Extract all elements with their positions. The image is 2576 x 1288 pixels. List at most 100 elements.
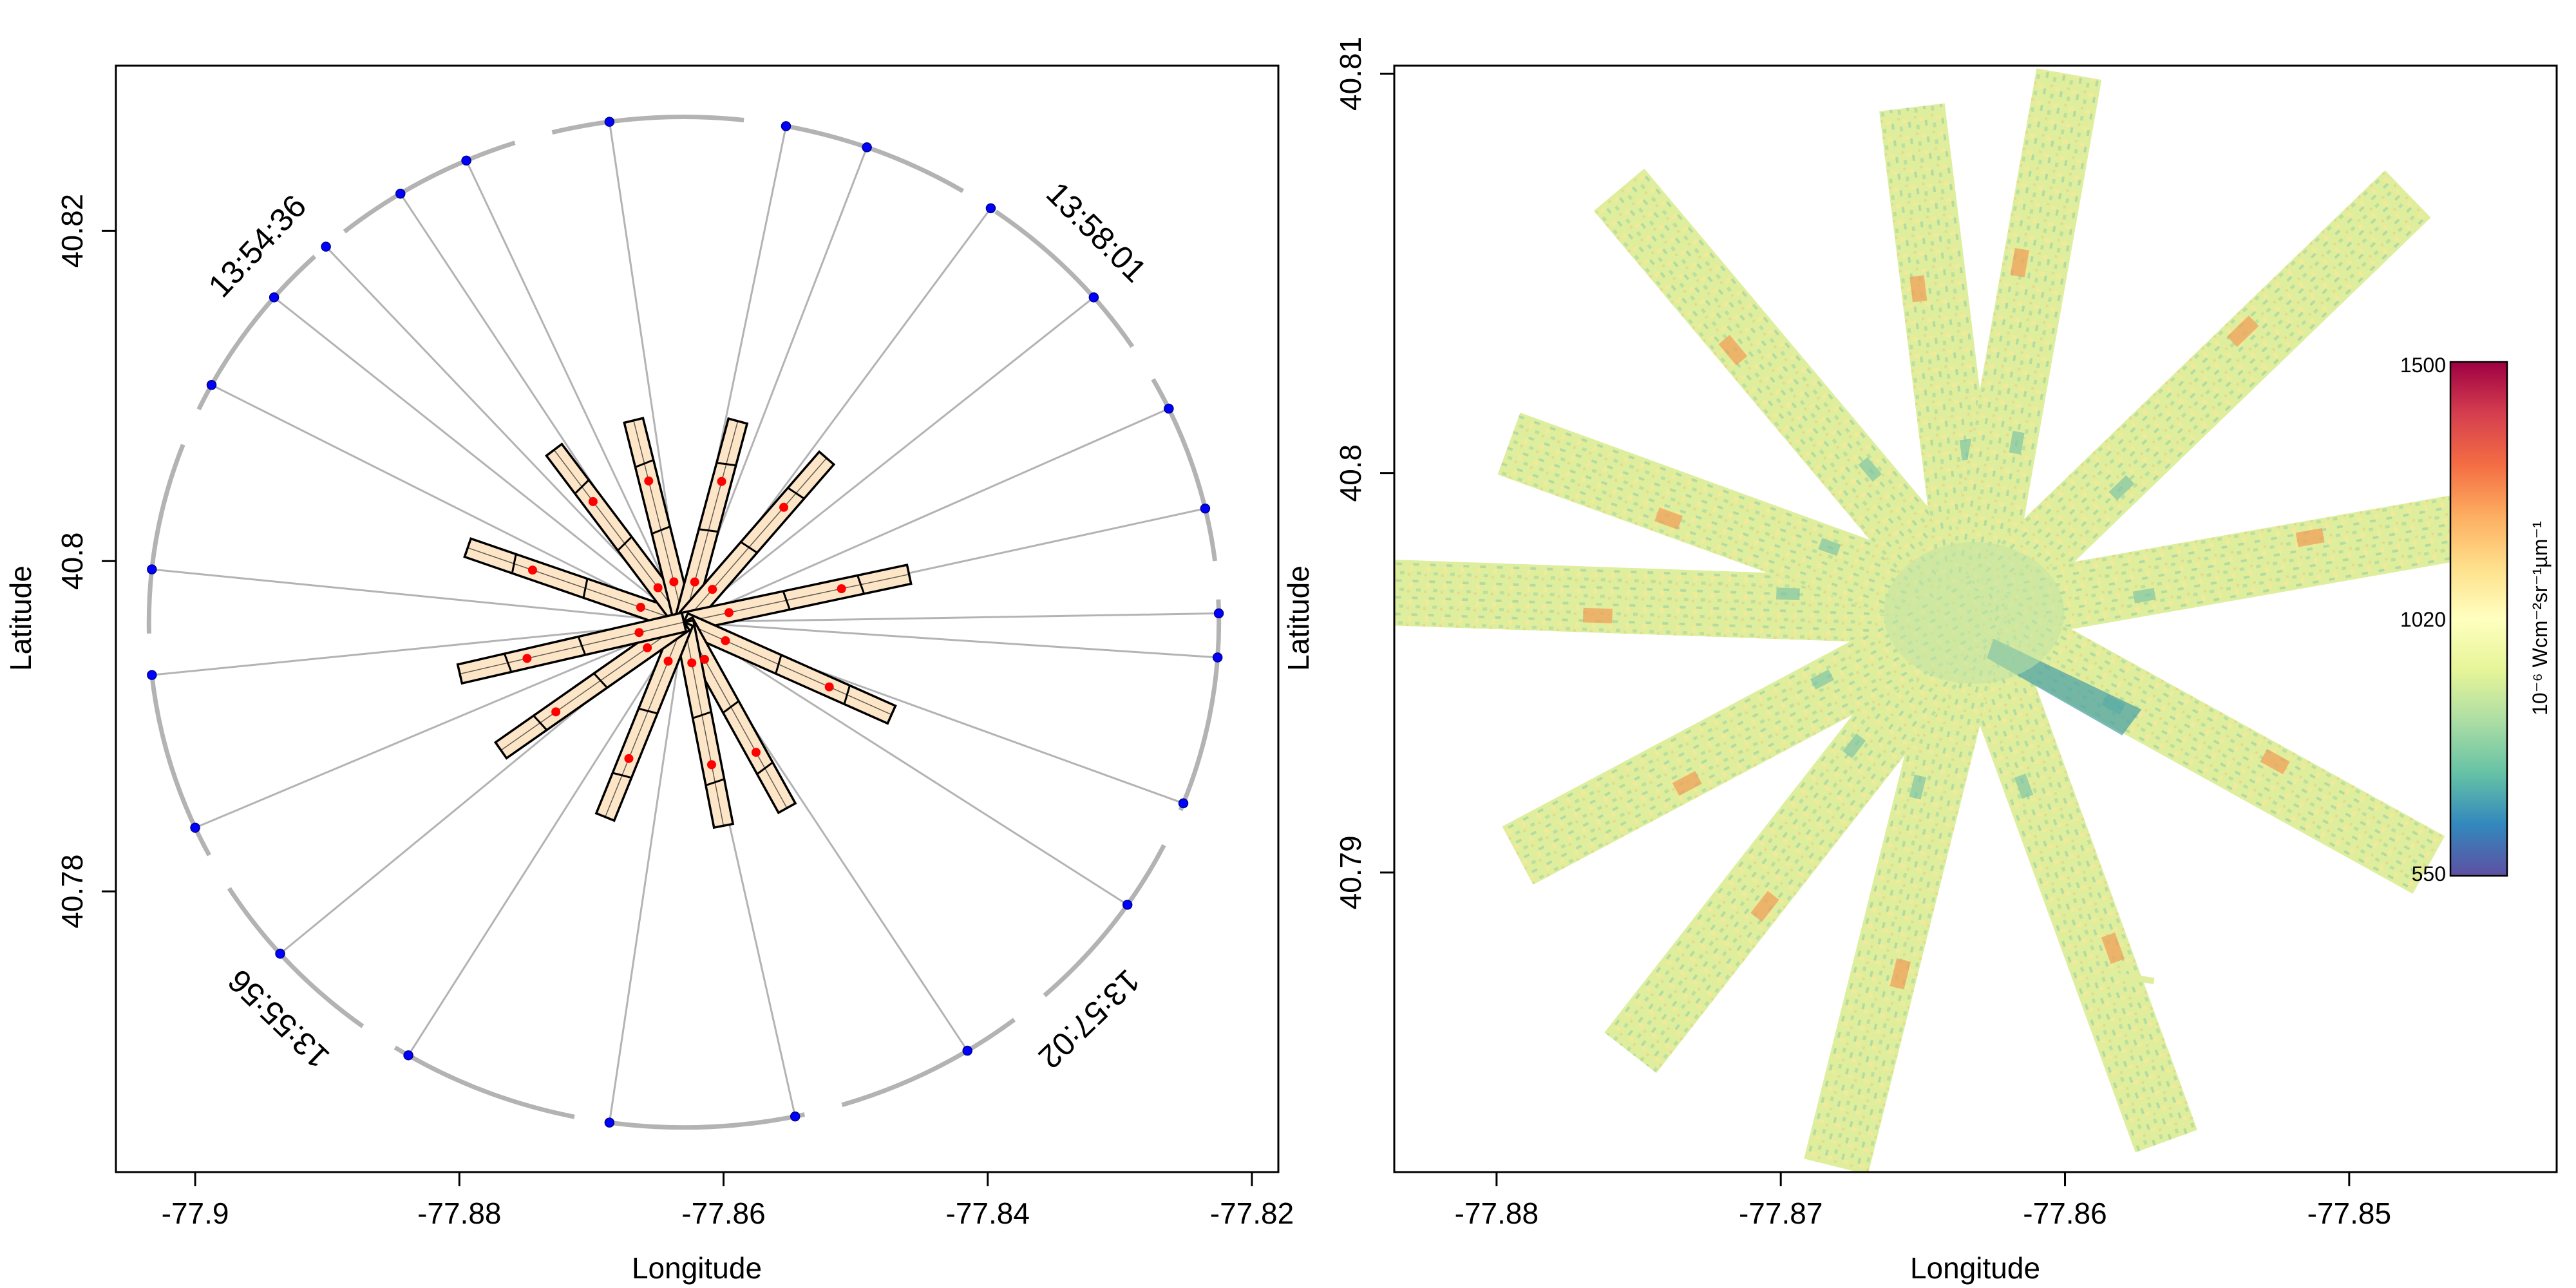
radiance-strip (1593, 168, 2008, 644)
sensor-position-point (403, 1050, 413, 1061)
radiance-coolspot (1810, 669, 1834, 690)
flight-line-centerline (683, 574, 909, 623)
flight-line-strip (623, 417, 695, 626)
flight-line-segment-mark (651, 526, 670, 535)
flight-line-point (588, 497, 598, 506)
sensor-position-point (604, 1117, 615, 1128)
flight-line-segment-mark (577, 636, 587, 656)
flight-line-point (643, 643, 652, 652)
radiance-coolspot (2009, 431, 2025, 455)
sensor-position-point (1088, 292, 1099, 303)
flight-line-point (644, 476, 654, 486)
flight-line-centerline (468, 547, 685, 623)
sensor-ray (465, 160, 685, 623)
sensor-ray (683, 612, 1219, 623)
time-label: 13:58:01 (1039, 175, 1153, 289)
flight-line-point (721, 636, 730, 645)
radiance-strip-texture (1942, 170, 2431, 646)
x-tick-label: -77.88 (417, 1197, 501, 1230)
sensor-ray (683, 621, 1218, 659)
right-panel: -77.88 -77.87 -77.86 -77.85 40.7940.840.81 … (1282, 37, 2558, 1285)
right-x-axis-title: Longitude (1910, 1251, 2040, 1285)
flight-line-centerline (683, 621, 788, 809)
flight-line-segment-mark (857, 574, 866, 594)
radiance-hotspot (1750, 891, 1779, 922)
flight-line-centerline (683, 621, 892, 715)
y-tick-label: 40.79 (1334, 835, 1367, 909)
sensor-ray (194, 621, 685, 829)
sensor-position-point (395, 188, 406, 199)
sensor-position-point (781, 121, 791, 131)
flight-line-segment-mark (740, 541, 758, 554)
sensor-ray (151, 568, 685, 623)
radiance-strip (1955, 488, 2505, 648)
sensor-ray (608, 621, 685, 1123)
sensor-position-point (790, 1111, 800, 1122)
colorbar-tick-mid: 1020 (2400, 608, 2446, 631)
radiance-coolspot (1776, 587, 1800, 600)
right-y-axis: 40.79 40.8 40.81 (1334, 37, 1394, 909)
colorbar-tick-min: 550 (2412, 862, 2446, 886)
radiance-strip (1942, 170, 2431, 646)
radiance-hotspot (1654, 507, 1683, 530)
radiance-coolspot (2132, 587, 2156, 603)
left-plot-frame (115, 64, 1280, 1173)
sensor-ray (407, 621, 685, 1056)
radiance-strip (1497, 412, 1998, 649)
colorbar: 1500 1020 550 10⁻⁶ Wcm⁻²sr⁻¹µm⁻¹ (2400, 354, 2552, 886)
flight-line-segment-mark (612, 772, 632, 779)
y-tick-label: 40.8 (55, 532, 89, 590)
x-tick-label: -77.86 (2023, 1197, 2107, 1230)
x-tick-label: -77.87 (1739, 1197, 1823, 1230)
sensor-position-point (206, 380, 217, 390)
time-label: 13:55:56 (221, 963, 336, 1075)
x-tick-label: -77.84 (946, 1197, 1030, 1230)
sensor-position-point (1212, 652, 1223, 663)
flight-line-centerline (500, 621, 685, 751)
flight-line-segment-mark (593, 672, 608, 688)
flight-line-point (634, 628, 644, 638)
center-overlap-area (1884, 542, 2065, 684)
left-y-axis: 40.78 40.8 40.82 (55, 194, 116, 929)
flight-line-segment-mark (843, 685, 851, 705)
flight-line-strip (456, 611, 688, 685)
flight-line-segment-mark (782, 591, 791, 611)
time-label: 13:54:36 (202, 188, 314, 305)
radiance-coolspot (1818, 538, 1841, 556)
flight-line-point (527, 565, 537, 575)
radiance-strip (1804, 592, 2009, 1172)
radiance-hotspot (2227, 316, 2259, 347)
colorbar-units-label: 10⁻⁶ Wcm⁻²sr⁻¹µm⁻¹ (2528, 521, 2552, 715)
flight-line-point (717, 477, 726, 486)
flight-line-segment-mark (698, 528, 719, 533)
flight-line-point (837, 584, 846, 594)
sensor-position-point (862, 142, 872, 153)
radiance-strip-texture (1593, 168, 2008, 644)
right-y-axis-title: Latitude (1282, 565, 1315, 671)
sensor-position-point (1122, 900, 1133, 910)
sensor-position-point (275, 949, 285, 959)
flight-line-segment-mark (582, 578, 589, 598)
x-tick-label: -77.88 (1455, 1197, 1539, 1230)
flight-line-segment-mark (533, 715, 548, 731)
radiance-hotspot (2295, 528, 2325, 547)
flight-line-point (724, 608, 734, 618)
colorbar-tick-max: 1500 (2400, 354, 2446, 377)
sensor-position-point (985, 203, 996, 214)
flight-line-segment-mark (692, 711, 712, 719)
sensor-position-point (1213, 608, 1224, 619)
sensor-position-point (1164, 403, 1174, 414)
y-tick-label: 40.78 (55, 855, 89, 929)
radiance-strip (1604, 582, 2008, 1074)
sensor-position-point (147, 564, 157, 574)
flight-line-point (551, 707, 561, 717)
sensor-position-point (962, 1045, 972, 1056)
y-tick-label: 40.8 (1334, 444, 1367, 502)
radiance-coolspot (2108, 475, 2135, 501)
sensor-position-point (604, 117, 615, 127)
radiance-coolspot (2014, 773, 2034, 799)
sensor-position-point (321, 242, 331, 252)
left-panel: -77.9 -77.88 -77.86 -77.84 -77.82 40.7840.84… (4, 64, 1294, 1285)
x-tick-label: -77.85 (2307, 1197, 2391, 1230)
flight-line-point (690, 577, 699, 587)
